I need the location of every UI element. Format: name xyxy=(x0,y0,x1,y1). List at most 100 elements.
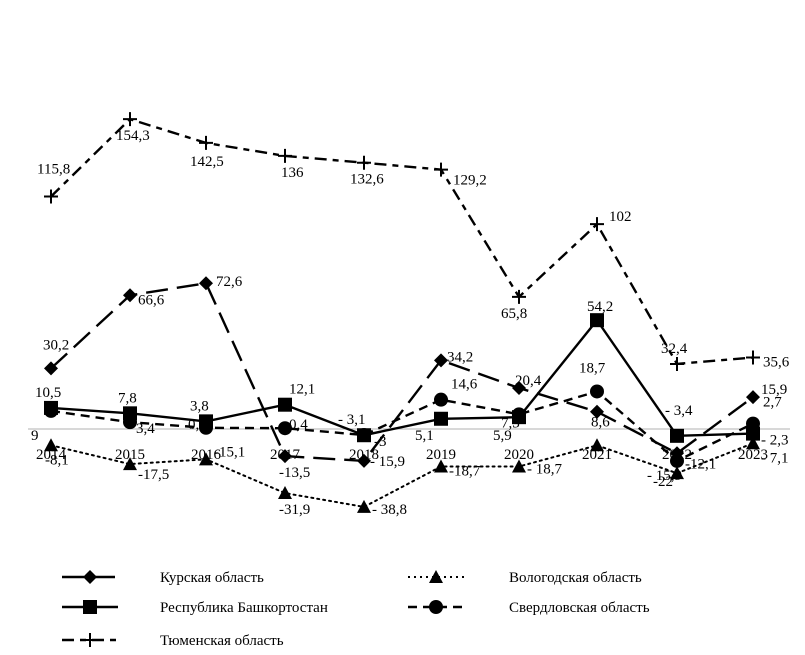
series-line-1 xyxy=(50,442,754,508)
data-label: 5,1 xyxy=(415,428,434,444)
data-label: -8,1 xyxy=(45,452,69,468)
data-point-plus xyxy=(670,356,684,371)
data-point-diamond xyxy=(44,361,58,376)
x-tick-label: 2018 xyxy=(349,447,379,463)
legend-item: Вологодская область xyxy=(408,570,642,586)
legend-marker-circle xyxy=(429,600,443,614)
data-label: -12,1 xyxy=(685,456,716,472)
data-label: 0,6 xyxy=(188,417,207,433)
data-point-circle xyxy=(44,403,58,418)
data-point-triangle xyxy=(278,486,292,500)
series-layer xyxy=(44,112,760,513)
series-3 xyxy=(44,384,760,468)
data-label: 0,4 xyxy=(289,417,308,433)
data-label: 12,1 xyxy=(289,382,315,398)
data-point-circle xyxy=(278,421,292,436)
data-label: 10,5 xyxy=(35,385,61,401)
data-point-plus xyxy=(746,350,760,365)
data-label: - 7,1 xyxy=(761,450,789,466)
x-tick-label: 2019 xyxy=(426,447,456,463)
data-point-circle xyxy=(123,415,137,430)
data-point-triangle xyxy=(123,457,137,471)
data-point-diamond xyxy=(357,453,371,468)
series-1 xyxy=(44,436,760,513)
data-point-triangle xyxy=(670,466,684,480)
data-label: 65,8 xyxy=(501,306,527,322)
series-line-2 xyxy=(50,318,754,438)
data-label: -17,5 xyxy=(138,467,169,483)
data-point-circle xyxy=(512,407,526,422)
data-point-triangle xyxy=(512,459,526,473)
data-label: 3,4 xyxy=(136,421,155,437)
legend-marker-diamond xyxy=(83,570,97,584)
data-label: -13,5 xyxy=(279,465,310,481)
data-point-diamond xyxy=(434,353,448,368)
data-label: 3,8 xyxy=(190,398,209,414)
x-tick-label: 2014 xyxy=(36,447,67,463)
data-point-circle xyxy=(746,416,760,431)
data-point-triangle xyxy=(44,438,58,452)
data-label: 32,4 xyxy=(661,341,688,357)
data-label: 7,3 xyxy=(501,415,520,431)
data-point-triangle xyxy=(434,459,448,473)
data-point-triangle xyxy=(357,499,371,513)
legend-label: Тюменская область xyxy=(160,633,284,649)
series-4 xyxy=(44,112,760,371)
data-point-plus xyxy=(123,112,137,127)
data-point-diamond xyxy=(512,381,526,396)
series-line-0 xyxy=(50,281,754,463)
data-point-square xyxy=(434,411,448,426)
data-label: 18,7 xyxy=(579,360,606,376)
data-point-triangle xyxy=(199,452,213,466)
data-label: - 2,3 xyxy=(761,433,789,449)
data-label: 20,4 xyxy=(515,373,542,389)
data-label: 8,6 xyxy=(591,415,610,431)
data-label: 72,6 xyxy=(216,274,243,290)
legend-marker-plus xyxy=(83,633,97,647)
data-label: 15,9 xyxy=(761,382,787,398)
data-label: -22 xyxy=(653,474,673,490)
legend-item: Свердловская область xyxy=(408,600,650,616)
data-label: - 18,7 xyxy=(527,462,562,478)
data-point-plus xyxy=(590,217,604,232)
data-label: 142,5 xyxy=(190,154,224,170)
data-label: 115,8 xyxy=(37,161,70,177)
data-label: 154,3 xyxy=(116,128,150,144)
data-point-diamond xyxy=(590,404,604,419)
data-label: - 15,9 xyxy=(647,468,682,484)
data-label: 54,2 xyxy=(587,299,613,315)
data-label: - 3,1 xyxy=(338,412,366,428)
legend-item: Курская область xyxy=(62,570,264,586)
data-point-circle xyxy=(670,453,684,468)
x-tick-label: 2021 xyxy=(582,447,612,463)
data-label: -31,9 xyxy=(279,502,310,518)
data-label: 66,6 xyxy=(138,292,165,308)
data-point-triangle xyxy=(590,438,604,452)
data-point-diamond xyxy=(123,288,137,303)
legend-label: Вологодская область xyxy=(509,570,642,586)
data-label: 102 xyxy=(609,209,632,225)
data-label: - 3,4 xyxy=(665,403,693,419)
data-label: -15,1 xyxy=(214,444,245,460)
data-point-plus xyxy=(278,148,292,163)
data-point-plus xyxy=(357,155,371,170)
legend-label: Республика Башкортостан xyxy=(160,600,328,616)
x-tick-label: 2023 xyxy=(738,447,768,463)
data-label: 9 xyxy=(31,428,39,444)
data-point-plus xyxy=(512,289,526,304)
data-point-plus xyxy=(44,189,58,204)
data-point-diamond xyxy=(746,390,760,405)
data-point-plus xyxy=(434,162,448,177)
data-label: -18,7 xyxy=(449,464,481,480)
legend: Курская область Вологодская область Респуб… xyxy=(62,570,650,649)
data-labels: 30,2 66,6 72,6 -13,5 - 15,9 34,2 20,4 8,6 -12,1 1… xyxy=(31,128,790,518)
data-label: 2,7 xyxy=(763,395,782,411)
x-tick-label: 2020 xyxy=(504,447,534,463)
series-0 xyxy=(44,276,760,468)
legend-marker-triangle xyxy=(429,570,443,583)
data-label: 7,8 xyxy=(118,390,137,406)
data-label: 35,6 xyxy=(763,355,790,371)
data-label: 5,9 xyxy=(493,428,512,444)
data-point-circle xyxy=(590,384,604,399)
